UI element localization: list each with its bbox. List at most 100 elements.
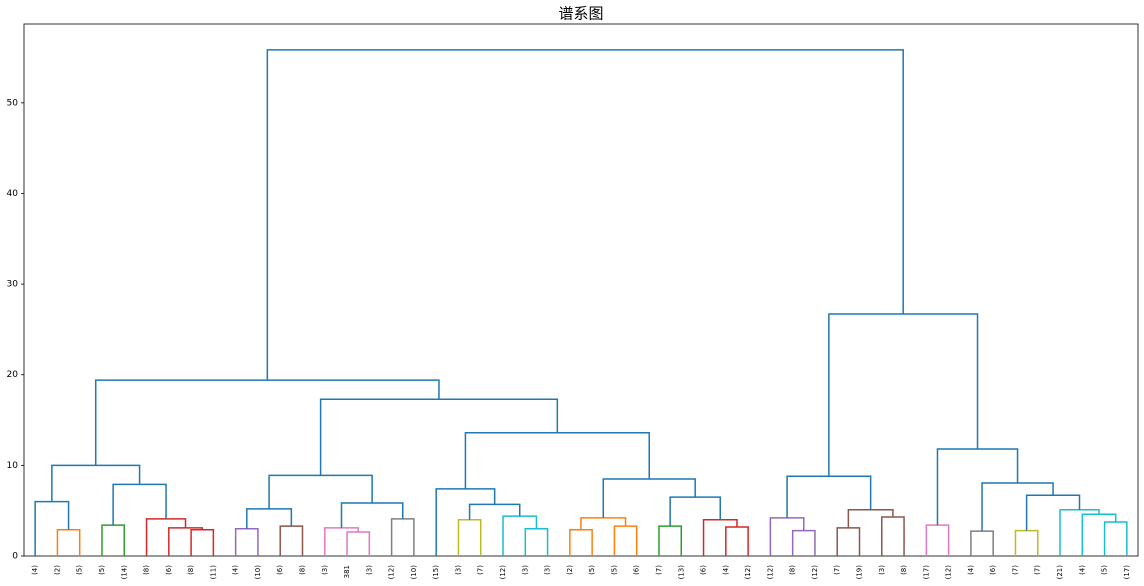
y-tick-label: 10 <box>7 461 19 471</box>
dendrogram-link <box>569 528 593 556</box>
dendrogram-link <box>836 527 861 556</box>
leaf-label: (12) <box>766 565 774 580</box>
leaf-label: (12) <box>811 565 819 580</box>
chart-title: 谱系图 <box>558 5 603 23</box>
dendrogram-link <box>34 500 70 556</box>
leaf-label: (4) <box>31 565 39 575</box>
dendrogram-link <box>266 49 904 381</box>
leaf-label: (7) <box>477 565 485 575</box>
leaf-label: (3) <box>321 565 329 575</box>
leaf-label: (4) <box>232 565 240 575</box>
dendrogram-link <box>457 518 482 556</box>
dendrogram-link <box>828 313 979 477</box>
leaf-label: (17) <box>922 565 930 580</box>
dendrogram-link <box>602 478 696 518</box>
dendrogram-link <box>502 515 538 556</box>
dendrogram-link <box>881 516 905 556</box>
dendrogram-link <box>702 518 738 556</box>
leaf-label: (8) <box>299 565 307 575</box>
dendrogram-link <box>925 524 950 556</box>
leaf-label: (10) <box>254 565 262 580</box>
dendrogram-link <box>94 379 440 466</box>
leaf-label: (13) <box>677 565 685 580</box>
leaf-label: (3) <box>454 565 462 575</box>
leaf-label: 381 <box>343 565 351 578</box>
dendrogram-link <box>234 528 259 556</box>
dendrogram-link <box>769 517 805 556</box>
dendrogram-link <box>279 525 304 556</box>
dendrogram-link <box>847 509 894 528</box>
dendrogram-link <box>346 531 371 556</box>
leaf-label: (5) <box>1101 565 1109 575</box>
leaf-label: (12) <box>388 565 396 580</box>
leaf-label: (6) <box>165 565 173 575</box>
y-tick-label: 30 <box>7 280 19 290</box>
leaf-label: (6) <box>989 565 997 575</box>
y-tick-label: 0 <box>12 552 18 562</box>
leaf-label: (5) <box>98 565 106 575</box>
leaf-label: (4) <box>722 565 730 575</box>
leaf-label: (2) <box>53 565 61 575</box>
y-tick-label: 50 <box>7 98 19 108</box>
dendrogram-link <box>524 528 549 556</box>
leaf-label: (4) <box>967 565 975 575</box>
leaf-label: (4) <box>1078 565 1086 575</box>
dendrogram-link <box>791 529 816 556</box>
leaf-label: (14) <box>120 565 128 580</box>
dendrogram-link <box>468 503 521 520</box>
dendrogram-link <box>1025 494 1081 531</box>
leaf-label: (10) <box>410 565 418 580</box>
leaf-label: (17) <box>1123 565 1131 580</box>
leaf-label: (15) <box>432 565 440 580</box>
leaf-label: (7) <box>1011 565 1019 575</box>
dendrogram-link <box>190 528 215 556</box>
dendrogram-link <box>981 482 1054 532</box>
leaf-label: (5) <box>610 565 618 575</box>
dendrogram-link <box>1081 513 1117 556</box>
dendrogram-link <box>970 530 994 556</box>
leaf-label: (7) <box>1034 565 1042 575</box>
leaf-label: (5) <box>588 565 596 575</box>
dendrogram-link <box>1059 509 1100 556</box>
dendrogram-link <box>613 525 638 556</box>
dendrogram-link <box>580 517 627 530</box>
leaf-label: (6) <box>276 565 284 575</box>
dendrogram-link <box>435 488 496 556</box>
dendrogram-link <box>101 524 126 556</box>
dendrogram-link <box>1014 529 1039 556</box>
leaf-label: (5) <box>76 565 84 575</box>
leaf-label: (8) <box>789 565 797 575</box>
dendrogram-link <box>464 431 650 489</box>
leaf-label: (11) <box>209 565 217 580</box>
leaf-label: (6) <box>633 565 641 575</box>
plot-frame <box>23 23 1139 557</box>
dendrogram-link <box>1103 521 1128 556</box>
dendrogram-link <box>390 518 415 556</box>
leaf-label: (19) <box>856 565 864 580</box>
dendrogram-link <box>340 502 404 528</box>
dendrogram-link <box>936 448 1019 526</box>
leaf-label: (3) <box>521 565 529 575</box>
y-tick-label: 40 <box>7 189 19 199</box>
leaf-label: (6) <box>700 565 708 575</box>
leaf-label: (3) <box>544 565 552 575</box>
dendrogram-link <box>725 526 749 556</box>
dendrogram-link <box>786 475 872 518</box>
dendrogram-link <box>51 464 141 502</box>
leaf-label: (12) <box>744 565 752 580</box>
leaf-label: (8) <box>187 565 195 575</box>
leaf-label: (8) <box>143 565 151 575</box>
leaf-label: (2) <box>566 565 574 575</box>
dendrogram-link <box>268 474 373 509</box>
leaf-label: (12) <box>499 565 507 580</box>
leaf-label: (7) <box>833 565 841 575</box>
leaf-label: (21) <box>1056 565 1064 580</box>
dendrogram-link <box>324 527 359 556</box>
leaf-label: (3) <box>365 565 373 575</box>
dendrogram-link <box>658 525 683 556</box>
dendrogram-link <box>168 527 203 556</box>
dendrogram-link <box>145 518 187 556</box>
leaf-label: (12) <box>945 565 953 580</box>
leaf-label: (8) <box>900 565 908 575</box>
